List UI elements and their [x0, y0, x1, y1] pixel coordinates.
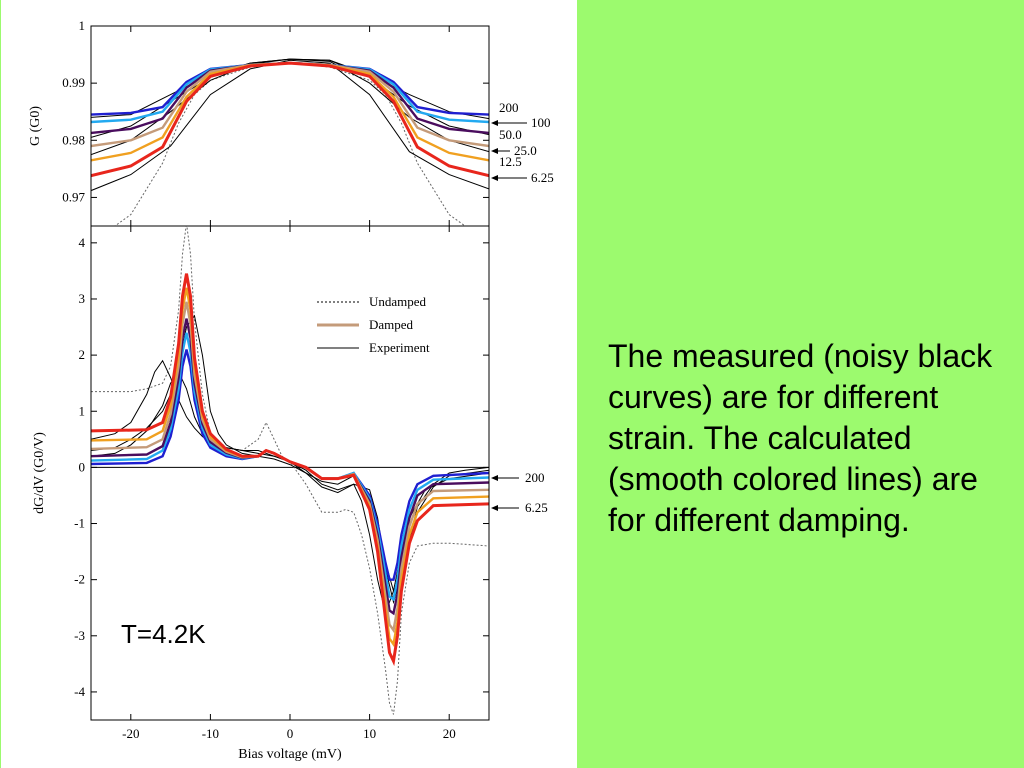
y-tick-label-bottom: 1	[79, 403, 86, 418]
y-tick-label-bottom: -1	[74, 516, 85, 531]
legend-label-undamped: Undamped	[369, 294, 427, 309]
x-tick-label-bottom: -20	[122, 726, 139, 741]
series-line-top-damped-50.0	[91, 61, 489, 135]
temperature-annotation: T=4.2K	[121, 619, 206, 649]
y-tick-label-bottom: -3	[74, 628, 85, 643]
series-line-top-damped-200	[91, 61, 489, 116]
x-tick-label-bottom: 20	[443, 726, 456, 741]
strain-label-bottom: 200	[525, 470, 545, 485]
series-line-bottom-damped-50.0	[91, 318, 489, 616]
strain-arrowhead-top	[491, 120, 498, 126]
strain-arrowhead-top	[491, 175, 498, 181]
strain-arrowhead-bottom	[491, 505, 498, 511]
y-tick-label-bottom: 3	[79, 291, 86, 306]
y-axis-title-bottom: dG/dV (G0/V)	[32, 432, 47, 514]
bottom-series-group	[91, 226, 489, 715]
figure-panel: 0.97 0.98 0.99 1 G (G0) 200 100 50.0 25.0 12.5 6.2…	[0, 0, 577, 768]
series-line-top-exp-6.25	[91, 59, 489, 192]
series-line-bottom-undamped	[91, 226, 489, 715]
x-tick-label-bottom: -10	[202, 726, 219, 741]
slide-caption: The measured (noisy black curves) are fo…	[608, 338, 993, 538]
y-tick-label-bottom: -4	[74, 684, 85, 699]
strain-label-top: 50.0	[499, 127, 522, 142]
strain-label-top: 12.5	[499, 154, 522, 169]
y-tick-label-bottom: 0	[79, 459, 86, 474]
top-series-group	[91, 58, 489, 226]
strain-arrowhead-top	[491, 148, 498, 154]
x-tick-label-bottom: 10	[363, 726, 376, 741]
y-tick-label-top: 0.98	[62, 132, 85, 147]
legend-label-experiment: Experiment	[369, 340, 430, 355]
y-axis-title-top: G (G0)	[28, 106, 43, 146]
y-tick-label-top: 1	[79, 18, 86, 33]
strain-label-bottom: 6.25	[525, 500, 548, 515]
series-line-top-damped-12.5	[91, 61, 489, 162]
x-tick-label-bottom: 0	[287, 726, 294, 741]
top-panel: 0.97 0.98 0.99 1 G (G0) 200 100 50.025.012.5 6.2…	[28, 18, 554, 227]
legend-label-damped: Damped	[369, 317, 414, 332]
y-tick-label-bottom: -2	[74, 572, 85, 587]
series-line-bottom-damped-6.25	[91, 273, 489, 667]
series-line-bottom-damped-100	[91, 332, 489, 602]
strain-label-top: 6.25	[531, 170, 554, 185]
y-tick-label-bottom: 2	[79, 347, 86, 362]
strain-label-top: 200	[499, 100, 519, 115]
strain-arrowhead-bottom	[491, 475, 498, 481]
strain-label-top: 100	[531, 115, 551, 130]
y-tick-label-top: 0.99	[62, 75, 85, 90]
y-tick-label-bottom: 4	[79, 235, 86, 250]
series-line-bottom-exp-c	[91, 371, 489, 605]
series-line-top-exp-12.5	[91, 58, 489, 156]
y-tick-label-top: 0.97	[62, 189, 85, 204]
strain-label-top: 25.0	[514, 143, 537, 158]
x-axis-title: Bias voltage (mV)	[238, 747, 342, 762]
series-line-top-damped-6.25	[91, 61, 489, 178]
